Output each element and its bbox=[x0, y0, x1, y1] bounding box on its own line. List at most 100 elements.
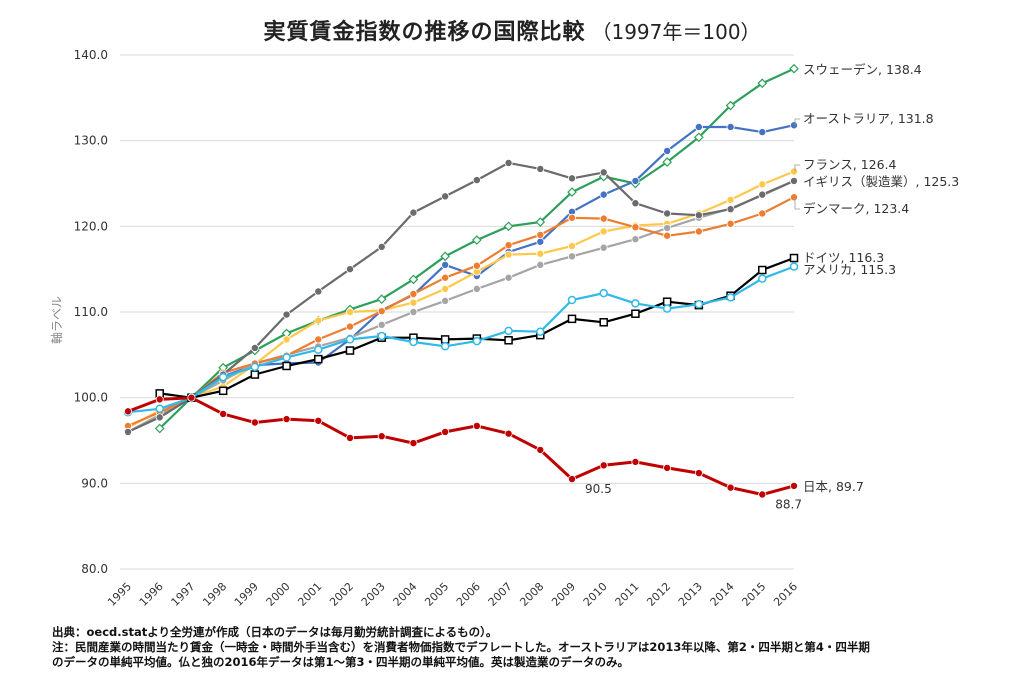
data-point bbox=[441, 284, 450, 293]
series-end-label: デンマーク, 123.4 bbox=[803, 201, 909, 216]
data-point bbox=[726, 205, 735, 214]
footnote-source: 出典：oecd.statより全労連が作成（日本のデータは毎月勤労統計調査によるも… bbox=[52, 625, 498, 639]
data-point bbox=[377, 432, 386, 441]
x-tick-label: 2007 bbox=[486, 580, 515, 609]
data-point bbox=[155, 395, 164, 404]
series-end-label: スウェーデン, 138.4 bbox=[803, 62, 922, 77]
data-point bbox=[631, 299, 640, 308]
data-point bbox=[790, 176, 799, 185]
data-point bbox=[599, 288, 608, 298]
data-point bbox=[631, 235, 640, 244]
x-tick-label: 2006 bbox=[454, 580, 483, 609]
data-point bbox=[568, 242, 577, 251]
series-end-label: フランス, 126.4 bbox=[803, 157, 897, 172]
data-point bbox=[536, 164, 545, 173]
x-tick-label: 2003 bbox=[359, 580, 388, 609]
data-point bbox=[441, 273, 450, 282]
data-point bbox=[790, 193, 799, 202]
data-point bbox=[376, 294, 387, 304]
data-point bbox=[282, 415, 291, 424]
x-tick-label: 2016 bbox=[771, 580, 800, 609]
data-point bbox=[314, 354, 323, 364]
data-point bbox=[409, 208, 418, 217]
data-point bbox=[536, 445, 545, 454]
data-point bbox=[536, 230, 545, 239]
data-point bbox=[155, 413, 164, 422]
data-point bbox=[282, 310, 291, 319]
data-point bbox=[282, 361, 291, 371]
footnotes: 出典：oecd.statより全労連が作成（日本のデータは毎月勤労統計調査によるも… bbox=[52, 625, 870, 670]
data-point bbox=[567, 314, 577, 324]
data-point bbox=[789, 253, 799, 263]
data-point bbox=[124, 407, 133, 416]
x-tick-label: 2015 bbox=[739, 580, 768, 609]
y-tick-label: 130.0 bbox=[74, 134, 108, 148]
x-tick-label: 2014 bbox=[708, 580, 737, 609]
data-point bbox=[663, 463, 672, 472]
x-tick-label: 2002 bbox=[327, 580, 356, 609]
data-point bbox=[568, 252, 577, 261]
data-point bbox=[535, 217, 546, 227]
data-point bbox=[536, 237, 545, 246]
data-point bbox=[599, 318, 608, 327]
data-point bbox=[789, 63, 799, 74]
data-point bbox=[631, 199, 640, 208]
data-point bbox=[345, 346, 355, 355]
data-point bbox=[377, 242, 386, 251]
data-point bbox=[758, 190, 767, 199]
x-tick-label: 1996 bbox=[137, 580, 166, 609]
data-point bbox=[345, 335, 355, 344]
y-axis-label: 軸ラベル bbox=[50, 296, 64, 344]
data-point bbox=[345, 322, 354, 331]
data-point bbox=[440, 342, 450, 351]
data-point bbox=[694, 122, 703, 131]
data-point bbox=[314, 335, 323, 344]
y-tick-label: 140.0 bbox=[74, 48, 108, 62]
data-point bbox=[726, 483, 735, 492]
chart-title-sub: （1997年＝100） bbox=[591, 20, 761, 44]
series-end-label: 日本, 89.7 bbox=[803, 479, 864, 494]
data-point bbox=[345, 433, 354, 442]
data-point bbox=[663, 146, 672, 155]
data-point bbox=[568, 174, 577, 183]
data-point bbox=[758, 209, 767, 218]
data-point bbox=[536, 327, 545, 336]
series-end-label: イギリス（製造業）, 125.3 bbox=[803, 174, 959, 189]
data-point bbox=[250, 370, 260, 379]
data-point bbox=[568, 475, 577, 484]
data-point bbox=[409, 307, 418, 316]
x-tick-label: 2013 bbox=[676, 580, 705, 609]
x-tick-label: 1995 bbox=[105, 580, 134, 609]
data-point bbox=[504, 158, 513, 167]
data-point bbox=[694, 227, 703, 236]
data-point bbox=[472, 336, 482, 346]
leader-line bbox=[794, 197, 800, 210]
x-tick-label: 2000 bbox=[264, 580, 293, 609]
data-label: 88.7 bbox=[775, 497, 802, 511]
data-point bbox=[725, 100, 736, 111]
series-line bbox=[127, 179, 795, 433]
data-point bbox=[758, 490, 767, 499]
data-point bbox=[758, 274, 767, 283]
data-point bbox=[631, 223, 640, 232]
data-point bbox=[504, 336, 513, 345]
data-point bbox=[790, 167, 799, 176]
data-point bbox=[282, 353, 291, 362]
y-tick-label: 90.0 bbox=[81, 476, 108, 490]
data-point bbox=[218, 372, 228, 382]
data-point bbox=[789, 262, 799, 271]
leader-line bbox=[794, 164, 800, 172]
data-point bbox=[408, 274, 419, 285]
data-point bbox=[314, 287, 323, 296]
data-point bbox=[662, 297, 672, 306]
data-point bbox=[758, 265, 767, 275]
data-point bbox=[694, 132, 704, 143]
data-point bbox=[503, 221, 514, 232]
data-point bbox=[504, 326, 513, 336]
data-point bbox=[314, 316, 323, 325]
x-tick-label: 2010 bbox=[581, 580, 610, 609]
data-point bbox=[599, 461, 608, 470]
data-point bbox=[631, 457, 640, 466]
chart-title: 実質賃金指数の推移の国際比較 （1997年＝100） bbox=[0, 14, 1024, 46]
data-point bbox=[567, 187, 577, 197]
